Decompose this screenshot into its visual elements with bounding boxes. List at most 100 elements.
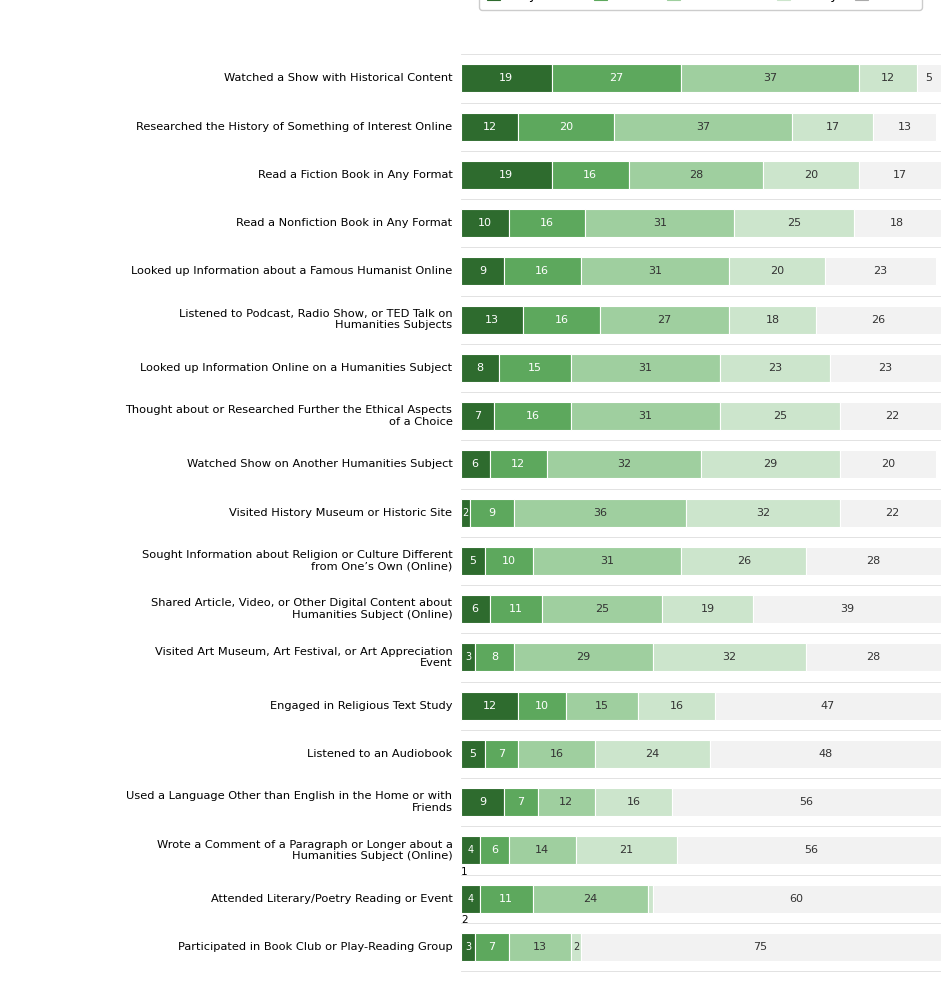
- Bar: [711, 740, 940, 768]
- Bar: [566, 692, 638, 720]
- Text: 29: 29: [763, 460, 777, 470]
- Text: 28: 28: [689, 170, 703, 180]
- Bar: [494, 402, 571, 430]
- Bar: [571, 402, 720, 430]
- Bar: [509, 932, 571, 961]
- Bar: [461, 595, 489, 624]
- Text: 22: 22: [885, 507, 900, 517]
- Bar: [461, 932, 475, 961]
- Text: 8: 8: [476, 362, 484, 373]
- Bar: [519, 692, 566, 720]
- Bar: [686, 498, 840, 526]
- Bar: [830, 354, 940, 382]
- Bar: [859, 161, 940, 189]
- Text: 56: 56: [804, 845, 818, 855]
- Text: 18: 18: [766, 315, 780, 325]
- Text: 20: 20: [560, 122, 574, 132]
- Bar: [840, 498, 945, 526]
- Bar: [753, 595, 940, 624]
- Text: 13: 13: [898, 122, 911, 132]
- Text: 47: 47: [821, 701, 835, 711]
- Bar: [576, 836, 676, 864]
- Text: 75: 75: [753, 942, 768, 952]
- Bar: [533, 547, 681, 575]
- Text: 2: 2: [573, 942, 579, 952]
- Text: 17: 17: [826, 122, 840, 132]
- Bar: [475, 932, 509, 961]
- Text: 37: 37: [763, 73, 777, 83]
- Bar: [840, 451, 936, 479]
- Bar: [629, 161, 763, 189]
- Bar: [595, 740, 711, 768]
- Text: 7: 7: [517, 797, 524, 807]
- Bar: [461, 306, 523, 334]
- Bar: [580, 932, 940, 961]
- Text: 16: 16: [541, 218, 554, 228]
- Bar: [470, 498, 514, 526]
- Bar: [480, 836, 509, 864]
- Text: 11: 11: [500, 894, 513, 904]
- Bar: [542, 595, 662, 624]
- Text: 12: 12: [881, 73, 895, 83]
- Bar: [519, 113, 615, 141]
- Text: 15: 15: [528, 362, 542, 373]
- Text: 20: 20: [881, 460, 895, 470]
- Bar: [763, 161, 859, 189]
- Bar: [461, 354, 499, 382]
- Text: 1: 1: [461, 867, 467, 877]
- Text: 60: 60: [789, 894, 804, 904]
- Text: 10: 10: [535, 701, 549, 711]
- Text: 22: 22: [885, 411, 900, 421]
- Bar: [461, 161, 552, 189]
- Bar: [854, 210, 940, 237]
- Text: 26: 26: [871, 315, 885, 325]
- Bar: [461, 498, 470, 526]
- Bar: [484, 740, 519, 768]
- Text: 19: 19: [500, 73, 513, 83]
- Text: 23: 23: [768, 362, 782, 373]
- Text: 20: 20: [804, 170, 818, 180]
- Bar: [715, 692, 940, 720]
- Text: 23: 23: [873, 266, 887, 276]
- Text: 9: 9: [479, 797, 485, 807]
- Text: 31: 31: [648, 266, 662, 276]
- Bar: [826, 257, 936, 285]
- Text: 5: 5: [925, 73, 932, 83]
- Text: 32: 32: [722, 652, 736, 662]
- Bar: [720, 354, 830, 382]
- Bar: [461, 692, 519, 720]
- Text: 7: 7: [488, 942, 496, 952]
- Bar: [859, 65, 917, 92]
- Text: 9: 9: [488, 507, 496, 517]
- Bar: [700, 451, 840, 479]
- Text: 2: 2: [461, 915, 467, 925]
- Text: 29: 29: [576, 652, 590, 662]
- Bar: [514, 498, 686, 526]
- Bar: [571, 354, 720, 382]
- Bar: [730, 306, 816, 334]
- Bar: [653, 643, 807, 671]
- Bar: [681, 547, 807, 575]
- Legend: Very Often, Often, Sometimes, Rarely, Never: Very Often, Often, Sometimes, Rarely, Ne…: [480, 0, 922, 10]
- Bar: [571, 932, 580, 961]
- Bar: [489, 595, 542, 624]
- Text: 10: 10: [478, 218, 492, 228]
- Bar: [807, 547, 940, 575]
- Text: 3: 3: [465, 942, 471, 952]
- Text: 27: 27: [657, 315, 672, 325]
- Bar: [676, 836, 945, 864]
- Text: 24: 24: [646, 749, 659, 759]
- Bar: [730, 257, 826, 285]
- Text: 19: 19: [500, 170, 513, 180]
- Bar: [461, 65, 552, 92]
- Text: 32: 32: [617, 460, 631, 470]
- Bar: [734, 210, 854, 237]
- Text: 20: 20: [770, 266, 785, 276]
- Text: 37: 37: [696, 122, 710, 132]
- Text: 27: 27: [610, 73, 624, 83]
- Bar: [681, 65, 859, 92]
- Bar: [638, 692, 715, 720]
- Text: 12: 12: [511, 460, 525, 470]
- Text: 25: 25: [596, 604, 609, 614]
- Text: 16: 16: [550, 749, 563, 759]
